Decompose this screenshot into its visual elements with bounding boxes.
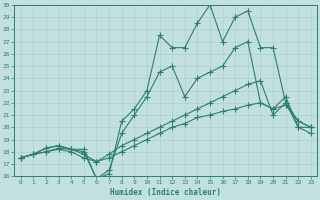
X-axis label: Humidex (Indice chaleur): Humidex (Indice chaleur) (110, 188, 221, 197)
